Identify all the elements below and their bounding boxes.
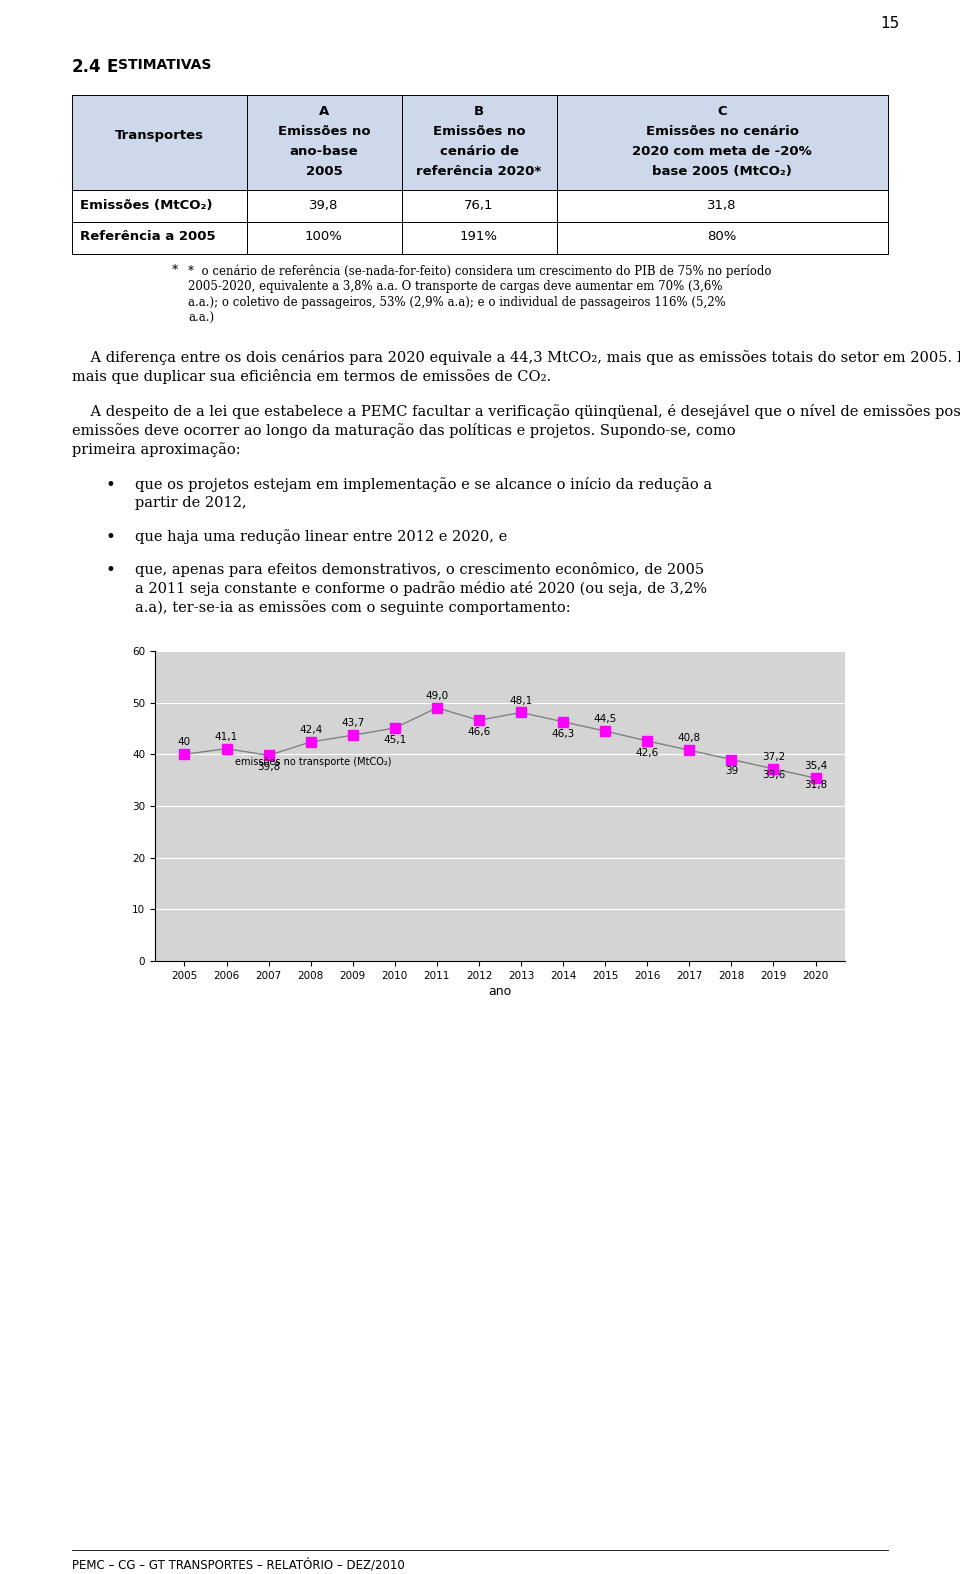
- Text: Emissões no: Emissões no: [277, 124, 371, 139]
- Text: que os projetos estejam em implementação e se alcance o início da redução a: que os projetos estejam em implementação…: [135, 477, 712, 493]
- Bar: [247, 94, 402, 190]
- Text: 191%: 191%: [460, 230, 498, 244]
- Bar: [402, 222, 557, 253]
- Text: a.a.): a.a.): [188, 312, 214, 324]
- Text: primeira aproximação:: primeira aproximação:: [72, 442, 241, 456]
- Text: 15: 15: [880, 16, 900, 31]
- Text: 39,8: 39,8: [257, 762, 280, 773]
- Text: 2005-2020, equivalente a 3,8% a.a. O transporte de cargas deve aumentar em 70% (: 2005-2020, equivalente a 3,8% a.a. O tra…: [188, 280, 723, 293]
- Text: a.a.); o coletivo de passageiros, 53% (2,9% a.a); e o individual de passageiros : a.a.); o coletivo de passageiros, 53% (2…: [188, 296, 726, 309]
- Text: 46,3: 46,3: [551, 729, 575, 738]
- Text: 43,7: 43,7: [341, 718, 365, 729]
- Bar: [72, 94, 247, 190]
- Text: cenário de: cenário de: [440, 145, 518, 157]
- Text: A diferença entre os dois cenários para 2020 equivale a 44,3 MtCO₂, mais que as : A diferença entre os dois cenários para …: [72, 349, 960, 365]
- Text: emissões deve ocorrer ao longo da maturação das políticas e projetos. Supondo-se: emissões deve ocorrer ao longo da matura…: [72, 423, 735, 438]
- Text: 39: 39: [725, 767, 738, 776]
- Text: C: C: [717, 105, 727, 118]
- Bar: [72, 190, 247, 222]
- Text: mais que duplicar sua eficiência em termos de emissões de CO₂.: mais que duplicar sua eficiência em term…: [72, 368, 551, 384]
- Text: 49,0: 49,0: [425, 691, 448, 700]
- Text: 33,6: 33,6: [762, 770, 785, 781]
- Text: 2005: 2005: [305, 165, 343, 178]
- Text: STIMATIVAS: STIMATIVAS: [118, 58, 211, 72]
- Text: A despeito de a lei que estabelece a PEMC facultar a verificação qüinqüenal, é d: A despeito de a lei que estabelece a PEM…: [72, 405, 960, 419]
- Text: •: •: [105, 562, 115, 579]
- Text: Emissões (MtCO₂): Emissões (MtCO₂): [80, 198, 212, 211]
- Text: que, apenas para efeitos demonstrativos, o crescimento econômico, de 2005: que, apenas para efeitos demonstrativos,…: [135, 562, 704, 578]
- Text: 76,1: 76,1: [465, 198, 493, 211]
- Text: partir de 2012,: partir de 2012,: [135, 496, 247, 510]
- Text: 2.4: 2.4: [72, 58, 102, 76]
- Text: a 2011 seja constante e conforme o padrão médio até 2020 (ou seja, de 3,2%: a 2011 seja constante e conforme o padrã…: [135, 581, 707, 597]
- X-axis label: ano: ano: [489, 985, 512, 998]
- Text: Transportes: Transportes: [114, 129, 204, 143]
- Text: 42,6: 42,6: [636, 748, 659, 757]
- Text: PEMC – CG – GT TRANSPORTES – RELATÓRIO – DEZ/2010: PEMC – CG – GT TRANSPORTES – RELATÓRIO –…: [72, 1558, 405, 1571]
- Text: 44,5: 44,5: [593, 715, 617, 724]
- Text: 37,2: 37,2: [762, 752, 785, 762]
- Text: Emissões no cenário: Emissões no cenário: [645, 124, 799, 139]
- Text: •: •: [105, 529, 115, 546]
- Text: a.a), ter-se-ia as emissões com o seguinte comportamento:: a.a), ter-se-ia as emissões com o seguin…: [135, 600, 570, 615]
- Text: 35,4: 35,4: [804, 762, 828, 771]
- Text: 40,8: 40,8: [678, 733, 701, 743]
- Bar: [557, 94, 888, 190]
- Text: E: E: [107, 58, 118, 76]
- Text: 80%: 80%: [708, 230, 736, 244]
- Text: que haja uma redução linear entre 2012 e 2020, e: que haja uma redução linear entre 2012 e…: [135, 529, 507, 545]
- Bar: [557, 190, 888, 222]
- Text: A: A: [319, 105, 329, 118]
- Bar: [247, 190, 402, 222]
- Bar: [402, 190, 557, 222]
- Text: •: •: [105, 477, 115, 494]
- Text: 2020 com meta de -20%: 2020 com meta de -20%: [632, 145, 812, 157]
- Text: Emissões no: Emissões no: [433, 124, 525, 139]
- Bar: [72, 222, 247, 253]
- Text: base 2005 (MtCO₂): base 2005 (MtCO₂): [652, 165, 792, 178]
- Text: 40: 40: [178, 737, 191, 748]
- Text: *: *: [172, 264, 179, 277]
- Text: B: B: [474, 105, 484, 118]
- Text: ano-base: ano-base: [290, 145, 358, 157]
- Text: 45,1: 45,1: [383, 735, 406, 745]
- Text: 48,1: 48,1: [510, 696, 533, 705]
- Text: 31,8: 31,8: [708, 198, 736, 211]
- Bar: [557, 222, 888, 253]
- Text: Referência a 2005: Referência a 2005: [80, 230, 216, 244]
- Text: 42,4: 42,4: [300, 726, 323, 735]
- Text: 100%: 100%: [305, 230, 343, 244]
- Bar: [247, 222, 402, 253]
- Text: emissões no transporte (MtCO₂): emissões no transporte (MtCO₂): [235, 757, 392, 767]
- Bar: [402, 94, 557, 190]
- Text: referência 2020*: referência 2020*: [417, 165, 541, 178]
- Text: 39,8: 39,8: [309, 198, 339, 211]
- Text: 31,8: 31,8: [804, 779, 828, 790]
- Text: 46,6: 46,6: [468, 727, 491, 737]
- Text: *  o cenário de referência (se-nada-for-feito) considera um crescimento do PIB d: * o cenário de referência (se-nada-for-f…: [188, 264, 772, 277]
- Text: 41,1: 41,1: [215, 732, 238, 741]
